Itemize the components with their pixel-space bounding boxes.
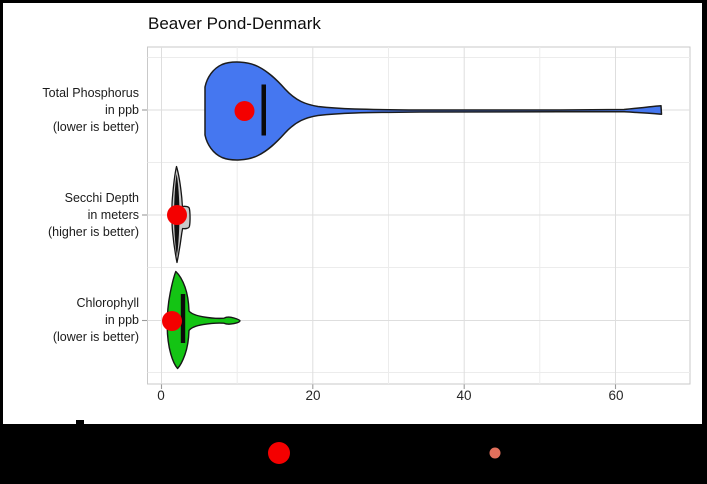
x-tick-label-0: 0 <box>157 388 165 403</box>
y-label-secchi-depth: Secchi Depth in meters (higher is better… <box>0 190 139 241</box>
median-bar-chlorophyll <box>180 294 186 343</box>
current-value-dot-total-phosphorus <box>234 101 255 121</box>
legend-small-dot-icon <box>489 447 501 459</box>
chart-title: Beaver Pond-Denmark <box>148 14 321 33</box>
legend-dots <box>268 442 501 464</box>
y-label-line: (higher is better) <box>47 225 139 239</box>
violin-total-phosphorus <box>204 61 663 161</box>
y-label-chlorophyll: Chlorophyll in ppb (lower is better) <box>0 295 139 346</box>
y-label-line: Chlorophyll <box>76 296 139 310</box>
y-label-line: in ppb <box>104 313 139 327</box>
clipped-text-artifact <box>76 420 84 424</box>
current-value-dot-secchi-depth <box>167 205 187 225</box>
y-label-line: in meters <box>87 208 139 222</box>
y-label-line: (lower is better) <box>52 330 139 344</box>
legend-bar <box>0 424 707 484</box>
y-label-line: Secchi Depth <box>64 191 139 205</box>
x-tick-label-60: 60 <box>608 388 624 403</box>
y-label-line: (lower is better) <box>52 120 139 134</box>
y-label-total-phosphorus: Total Phosphorus in ppb (lower is better… <box>0 85 139 136</box>
chart-canvas <box>3 3 702 424</box>
median-bar-total-phosphorus <box>261 84 266 136</box>
axis-ticks <box>142 109 617 389</box>
legend-large-dot-icon <box>268 442 290 464</box>
x-tick-label-40: 40 <box>456 388 472 403</box>
current-value-dot-chlorophyll <box>162 311 182 331</box>
violin-chlorophyll <box>166 270 241 370</box>
y-label-line: in ppb <box>104 103 139 117</box>
y-label-line: Total Phosphorus <box>42 86 139 100</box>
x-tick-label-20: 20 <box>305 388 321 403</box>
